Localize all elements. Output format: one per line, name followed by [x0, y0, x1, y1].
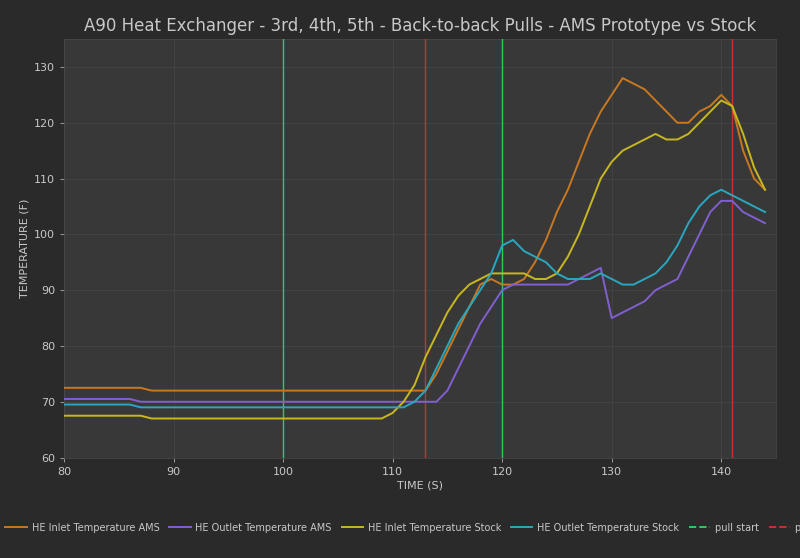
- Legend: HE Inlet Temperature AMS, HE Outlet Temperature AMS, HE Inlet Temperature Stock,: HE Inlet Temperature AMS, HE Outlet Temp…: [2, 518, 800, 536]
- Title: A90 Heat Exchanger - 3rd, 4th, 5th - Back-to-back Pulls - AMS Prototype vs Stock: A90 Heat Exchanger - 3rd, 4th, 5th - Bac…: [84, 17, 756, 35]
- Y-axis label: TEMPERATURE (F): TEMPERATURE (F): [20, 199, 30, 298]
- X-axis label: TIME (S): TIME (S): [397, 481, 443, 490]
